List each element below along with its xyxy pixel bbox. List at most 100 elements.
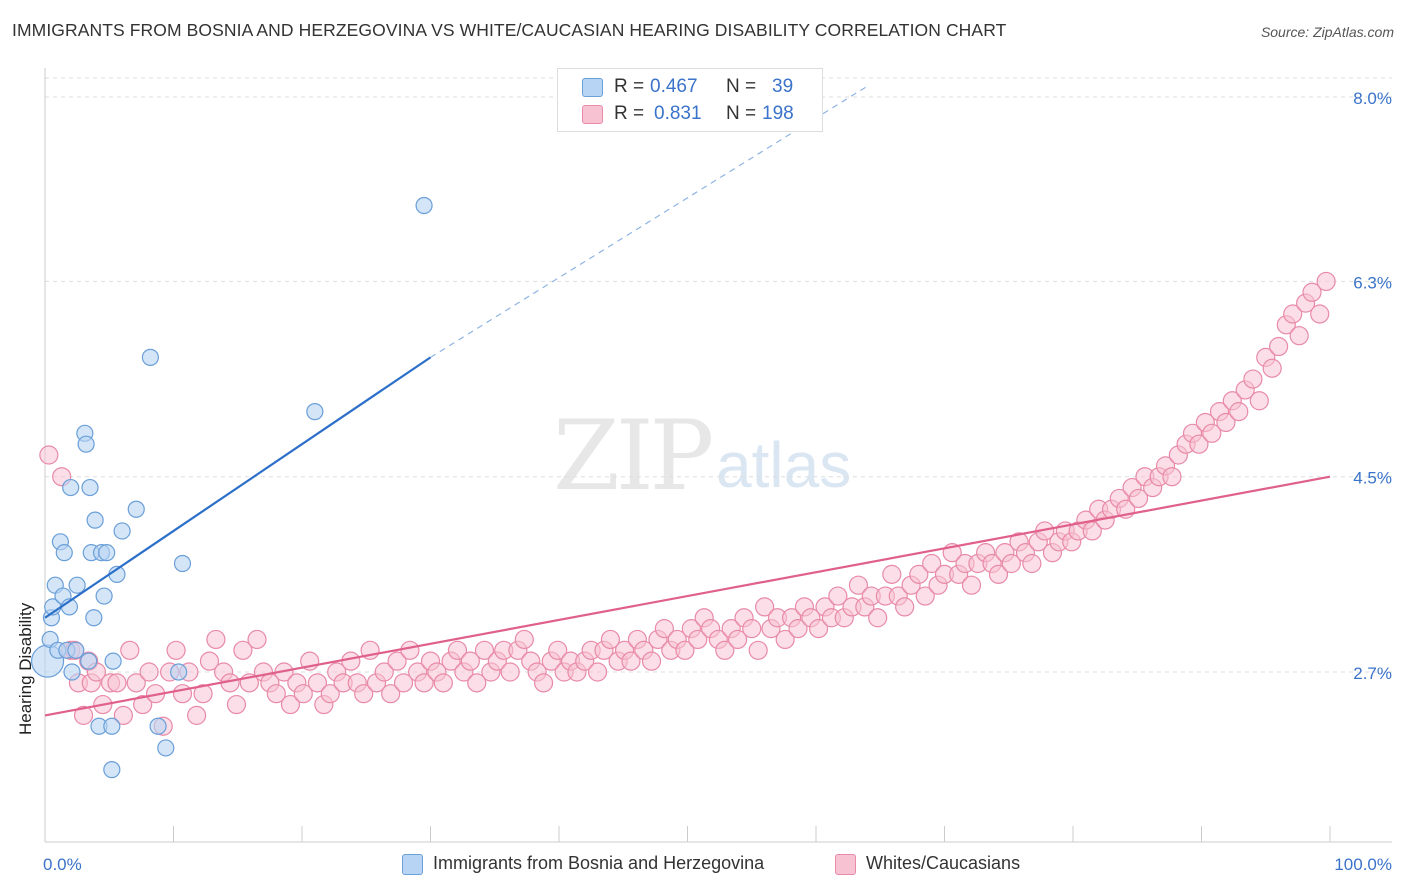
pink-swatch [582,105,603,124]
n-value: 39 [772,76,794,97]
point-whites [715,640,735,660]
point-whites [641,651,662,671]
point-whites [374,662,394,682]
point-whites [988,564,1009,584]
point-bosnia [63,663,81,681]
point-bosnia [80,652,98,670]
point-whites [1310,304,1330,324]
point-bosnia [173,554,192,573]
point-whites [193,684,213,704]
watermark-zip: ZIP [553,400,714,512]
trendline-bosnia-extension [430,85,868,358]
point-whites [1262,358,1282,378]
point-whites [120,640,140,660]
point-whites [280,694,301,715]
trendline-whites [44,475,1331,717]
point-whites [742,619,762,639]
point-whites [848,575,869,595]
series-legend: Immigrants from Bosnia and Herzegovina W… [0,852,1406,878]
point-bosnia [149,717,167,735]
point-whites [754,597,775,617]
point-bosnia [86,511,104,529]
point-whites [728,629,748,650]
point-whites [621,651,641,671]
point-whites [909,564,929,584]
point-whites [126,673,146,693]
source-label: Source: ZipAtlas.com [1260,24,1394,40]
point-whites [414,673,434,693]
point-whites [922,553,942,574]
point-whites [393,673,414,693]
x-tick-label: 100.0% [1334,855,1392,874]
point-whites [1243,369,1263,389]
point-whites [172,684,193,704]
legend-label: Immigrants from Bosnia and Herzegovina [433,853,765,873]
blue-swatch [582,78,603,97]
point-whites [1022,553,1042,574]
point-whites [514,629,534,650]
pink-swatch [835,854,856,875]
point-bosnia [77,435,95,453]
point-whites [1001,553,1021,574]
watermark-atlas: atlas [716,429,852,501]
point-whites [107,673,127,693]
point-bosnia [55,544,73,562]
point-whites [600,629,621,650]
point-whites [447,640,468,660]
y-axis-label: Hearing Disability [16,602,35,735]
point-whites [1268,336,1289,357]
point-whites [675,640,695,660]
point-whites [548,640,568,660]
point-bosnia [103,761,121,779]
point-whites [961,575,982,595]
point-bosnia [98,544,116,562]
n-value: 198 [762,103,794,124]
point-whites [748,640,768,660]
point-whites [1128,488,1149,509]
point-whites [500,662,520,682]
point-whites [1216,412,1236,433]
r-label: R = [614,76,645,97]
point-whites [166,640,186,660]
y-tick-label: 4.5% [1353,469,1392,488]
r-value: 0.831 [654,103,702,124]
point-whites [828,586,848,606]
point-bosnia [141,348,159,366]
point-whites [1162,467,1182,487]
point-whites [915,586,935,606]
point-whites [400,640,420,660]
point-whites [199,651,220,671]
r-label: R = [614,103,645,124]
point-bosnia [67,641,85,659]
point-whites [341,651,361,671]
point-bosnia [95,587,113,605]
point-bosnia [81,478,99,497]
point-whites [1316,271,1336,292]
point-whites [139,662,159,682]
point-whites [1202,423,1222,443]
y-tick-label: 6.3% [1353,273,1392,292]
blue-swatch [402,854,423,875]
point-whites [187,705,207,725]
point-whites [381,684,401,704]
point-whites [533,673,554,693]
point-whites [433,673,453,693]
point-whites [320,684,340,704]
y-axis-label-wrap: Hearing Disability [16,535,36,735]
point-bosnia [62,478,80,497]
point-bosnia [104,652,122,670]
point-whites [266,684,286,704]
point-whites [1283,304,1303,324]
point-whites [868,608,888,628]
point-whites [354,684,374,704]
point-bosnia [113,522,131,540]
point-whites [587,662,608,682]
point-whites [788,619,808,639]
point-whites [882,564,902,584]
n-label: N = [726,76,757,97]
y-tick-label: 8.0% [1353,89,1392,108]
point-whites [1289,326,1309,346]
point-whites [113,705,133,725]
point-whites [1302,282,1322,302]
